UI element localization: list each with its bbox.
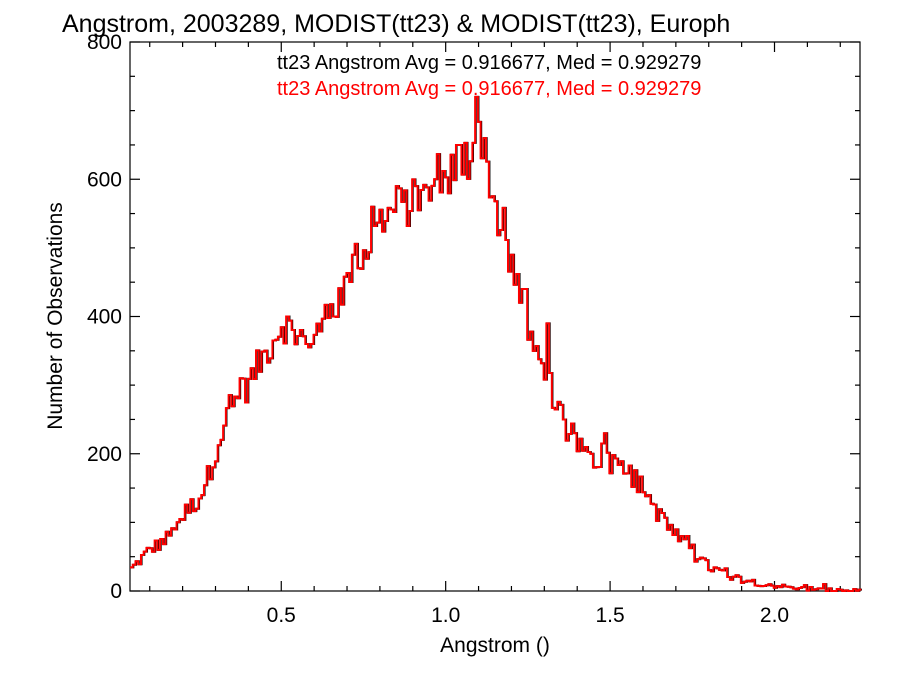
y-tick-label-0: 0 xyxy=(110,580,122,603)
x-tick-label-2: 1.5 xyxy=(595,604,624,627)
annotations: tt23 Angstrom Avg = 0.916677, Med = 0.92… xyxy=(277,52,701,100)
stats-annotation-1: tt23 Angstrom Avg = 0.916677, Med = 0.92… xyxy=(277,78,701,100)
tick-labels: 0.5 1.0 1.5 2.0 0 200 400 600 800 xyxy=(87,31,789,627)
axis-ticks xyxy=(130,41,860,592)
y-tick-label-1: 200 xyxy=(87,443,122,466)
x-tick-label-3: 2.0 xyxy=(760,604,789,627)
y-tick-label-3: 600 xyxy=(87,168,122,191)
plot-frame xyxy=(129,41,861,592)
chart-title: Angstrom, 2003289, MODIST(tt23) & MODIST… xyxy=(62,10,730,38)
x-axis-label: Angstrom () xyxy=(440,634,550,657)
histogram-line-red xyxy=(130,95,862,592)
histogram-series xyxy=(130,95,862,592)
x-tick-label-1: 1.0 xyxy=(431,604,460,627)
histogram-line-black xyxy=(130,95,862,592)
stats-annotation-0: tt23 Angstrom Avg = 0.916677, Med = 0.92… xyxy=(277,52,701,74)
y-axis-label: Number of Observations xyxy=(44,202,67,430)
x-tick-label-0: 0.5 xyxy=(267,604,296,627)
y-tick-label-2: 400 xyxy=(87,306,122,329)
plot-border xyxy=(129,41,861,592)
y-tick-label-4: 800 xyxy=(87,31,122,54)
